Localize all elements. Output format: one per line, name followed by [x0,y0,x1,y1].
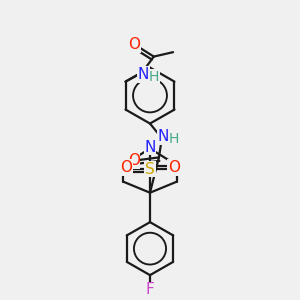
Text: O: O [128,37,140,52]
Text: S: S [145,162,155,177]
Text: H: H [148,70,159,84]
Text: H: H [169,132,179,146]
Text: F: F [146,282,154,297]
Text: O: O [128,153,140,168]
Text: O: O [120,160,132,175]
Text: N: N [144,140,156,154]
Text: N: N [158,129,169,144]
Text: N: N [138,67,149,82]
Text: O: O [168,160,180,175]
